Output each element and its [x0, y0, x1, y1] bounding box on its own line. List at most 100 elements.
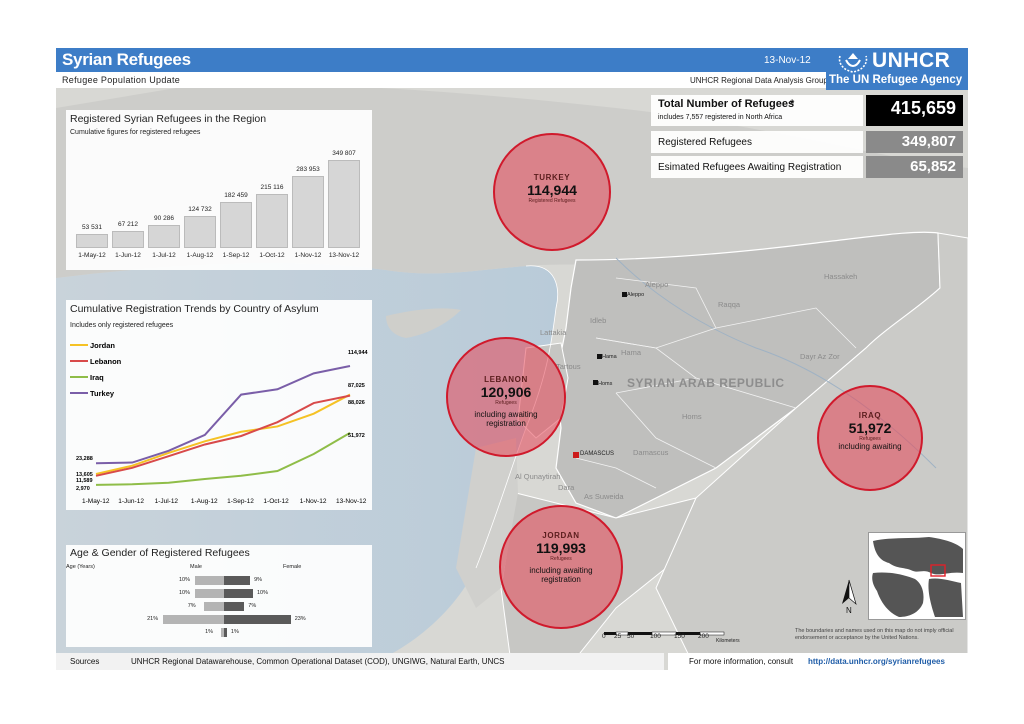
report-date: 13-Nov-12: [764, 55, 811, 66]
legend-label-turkey: Turkey: [90, 389, 115, 398]
map-label-al-qunaytirah: Al Qunaytirah: [515, 472, 561, 481]
bar-category-label: 1-May-12: [78, 252, 106, 259]
map-label-dayr-az-zor: Dayr Az Zor: [800, 352, 840, 361]
scale-tick-200: 200: [698, 633, 709, 640]
line-x-tick: 1-Sep-12: [227, 498, 254, 505]
awaiting-value: 65,852: [910, 158, 956, 175]
line-x-tick: 13-Nov-12: [336, 498, 367, 505]
city-markers: [573, 292, 627, 458]
total-asterisk: *: [790, 98, 795, 110]
registered-value: 349,807: [901, 133, 956, 150]
line-point-label: 51,972: [348, 433, 365, 439]
inset-map-svg: [869, 533, 965, 619]
cyprus: [386, 308, 461, 338]
line-series-lebanon: [95, 394, 351, 477]
registered-label: Registered Refugees: [658, 137, 752, 148]
scale-tick-50: 50: [627, 633, 635, 640]
male-bar: [195, 576, 224, 585]
bar-value-label: 124 732: [188, 206, 212, 214]
total-label: Total Number of Refugees: [658, 98, 795, 110]
line-point-label: 11,589: [76, 478, 93, 484]
scale-tick-0: 0: [602, 633, 606, 640]
map-label-tartous: Tartous: [556, 362, 581, 371]
male-bar: [195, 589, 224, 598]
bar-chart-title: Registered Syrian Refugees in the Region: [70, 113, 267, 125]
bubble-jordan-value: 119,993: [536, 540, 586, 556]
line-x-tick: 1-May-12: [82, 498, 110, 505]
male-percent-label: 10%: [179, 590, 191, 596]
header-bar: [56, 48, 968, 72]
bubble-lebanon-note: including awaiting registration: [474, 410, 538, 428]
line-point-label: 88,026: [348, 400, 365, 406]
line-series-turkey: [95, 365, 351, 465]
map-label-hama: Hama: [621, 348, 642, 357]
unhcr-emblem-icon: [838, 53, 868, 73]
bubble-jordan-note: including awaiting registration: [529, 566, 593, 584]
male-percent-label: 10%: [179, 577, 191, 583]
bubble-lebanon-unit: Refugees: [495, 400, 517, 406]
north-label: N: [846, 606, 852, 615]
bar-value-label: 215 116: [260, 183, 284, 191]
male-bar: [221, 628, 224, 637]
inset-highlight: [930, 564, 946, 577]
bar-value-label: 67 212: [118, 221, 138, 229]
governorate-borders: [575, 277, 857, 489]
map-label-homs: Homs: [682, 412, 702, 421]
female-percent-label: 9%: [254, 577, 263, 583]
bar-value-label: 53 531: [82, 224, 102, 232]
male-header: Male: [190, 564, 202, 570]
logo-tagline: The UN Refugee Agency: [829, 74, 963, 86]
line-point-label: 114,944: [348, 350, 369, 356]
line-x-tick: 1-Oct-12: [263, 498, 289, 505]
city-marker-aleppo: [622, 292, 627, 297]
age-gender-title: Age & Gender of Registered Refugees: [70, 547, 250, 559]
map-label-syria: SYRIAN ARAB REPUBLIC: [627, 376, 785, 390]
bar-category-label: 1-Jul-12: [152, 252, 176, 259]
map-label-idleb: Idleb: [590, 316, 607, 325]
bubble-lebanon-name: LEBANON: [484, 375, 528, 384]
unhcr-logo: [826, 48, 968, 90]
female-bar: [224, 628, 227, 637]
scale-tick-25: 25: [614, 633, 622, 640]
bar-1-Jun-12: [112, 231, 144, 248]
male-percent-label: 7%: [187, 603, 196, 609]
scale-tick-150: 150: [674, 633, 685, 640]
bubble-iraq-value: 51,972: [848, 420, 892, 436]
male-percent-label: 1%: [205, 629, 214, 635]
line-series-jordan: [95, 393, 351, 475]
line-chart-subtitle: Includes only registered refugees: [70, 322, 174, 329]
total-note: includes 7,557 registered in North Afric…: [658, 114, 783, 121]
male-bar: [163, 615, 224, 624]
awaiting-value-box: [866, 156, 963, 178]
map-label-hassakeh: Hassakeh: [824, 272, 858, 281]
female-bar: [224, 602, 245, 611]
city-marker-homs: [593, 380, 598, 385]
sources-text: UNHCR Regional Datawarehouse, Common Ope…: [131, 657, 505, 666]
bar-chart-subtitle: Cumulative figures for registered refuge…: [70, 129, 201, 136]
subtitle-bar: [56, 72, 826, 88]
bubble-iraq: IRAQ 51,972 Refugees including awaiting: [817, 385, 923, 491]
bubble-turkey-unit: Registered Refugees: [528, 198, 576, 204]
bar-value-label: 182 459: [224, 191, 248, 199]
bar-category-label: 1-Nov-12: [294, 252, 322, 259]
map-label-aleppo: Aleppo: [645, 280, 669, 289]
line-x-tick: 1-Jul-12: [155, 498, 179, 505]
bar-category-label: 1-Oct-12: [259, 252, 285, 259]
city-marker-hama: [597, 354, 602, 359]
legend-label-iraq: Iraq: [90, 373, 104, 382]
logo-name: UNHCR: [872, 49, 951, 72]
bubble-lebanon-value: 120,906: [480, 384, 532, 400]
more-info-link[interactable]: http://data.unhcr.org/syrianrefugees: [808, 657, 945, 666]
line-point-label: 23,288: [76, 456, 93, 462]
bubble-turkey-name: TURKEY: [533, 173, 571, 182]
bar-category-label: 1-Aug-12: [186, 252, 214, 259]
trend-line-panel: [66, 300, 372, 510]
city-label-homs: Homs: [598, 381, 613, 387]
bar-1-Sep-12: [220, 201, 252, 248]
age-gender-pyramid: 10% 9% 10% 10% 7% 7% 21% 23% 1% 1%: [66, 574, 372, 644]
registered-value-box: [866, 131, 963, 153]
bar-value-label: 349 807: [332, 149, 356, 157]
map-label-as-suweida: As Suweida: [584, 492, 624, 501]
scale-unit: Kilometers: [716, 638, 740, 644]
bubble-jordan-unit: Refugees: [550, 556, 572, 562]
